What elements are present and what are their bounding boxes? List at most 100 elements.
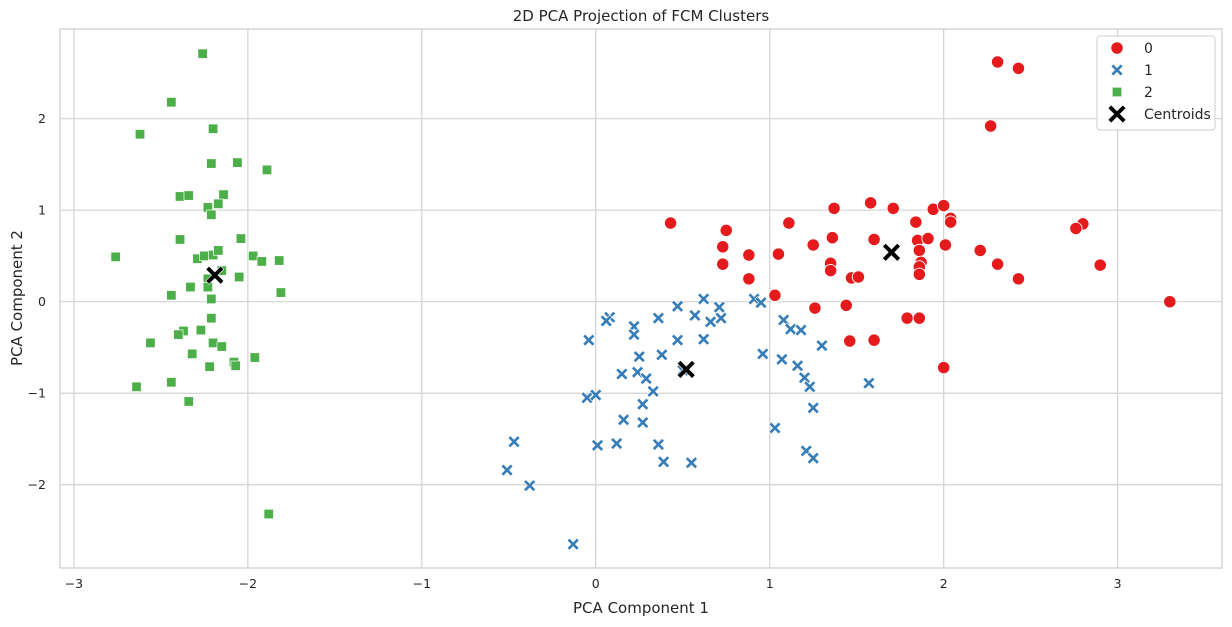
cluster-1-point xyxy=(756,347,770,361)
cluster-2-point xyxy=(247,250,259,262)
cluster-1-point xyxy=(617,413,631,427)
legend-marker xyxy=(1110,63,1124,77)
y-tick-label: −2 xyxy=(28,477,46,492)
cluster-2-point xyxy=(213,198,224,209)
cluster-1-point xyxy=(651,438,665,451)
cluster-2-point xyxy=(145,337,156,348)
cluster-1-point xyxy=(507,435,521,449)
cluster-0-point xyxy=(990,257,1005,271)
cluster-2-point xyxy=(110,251,121,262)
cluster-0-point xyxy=(973,243,987,258)
cluster-0-point xyxy=(886,201,900,216)
cluster-1-point xyxy=(580,391,594,405)
cluster-0-point xyxy=(716,240,730,254)
legend-label: 0 xyxy=(1144,41,1153,57)
cluster-2-point xyxy=(263,508,274,520)
cluster-1-point xyxy=(523,479,537,493)
cluster-0-point xyxy=(943,215,958,229)
cluster-2-point xyxy=(183,396,194,407)
cluster-0-point xyxy=(806,238,820,252)
cluster-1-point xyxy=(791,359,804,373)
cluster-2-point xyxy=(206,158,217,169)
cluster-0-point xyxy=(983,119,998,133)
cluster-1-point xyxy=(615,367,629,381)
data-points xyxy=(110,48,1177,551)
cluster-2-point xyxy=(166,290,177,301)
cluster-1-point xyxy=(768,421,782,435)
legend-marker xyxy=(1107,104,1127,124)
legend-marker xyxy=(1110,41,1124,55)
cluster-1-point xyxy=(815,339,829,353)
cluster-0-point xyxy=(912,267,926,281)
cluster-1-point xyxy=(714,311,728,325)
tick-labels: −3 −2 −1 0 1 2 3 −2 −1 0 1 2 xyxy=(28,111,1122,591)
cluster-1-point xyxy=(803,380,817,394)
cluster-0-point xyxy=(742,248,756,262)
cluster-2-point xyxy=(256,256,267,267)
cluster-2-point xyxy=(206,209,217,220)
cluster-1-point xyxy=(582,333,596,347)
cluster-0-point xyxy=(827,201,841,216)
cluster-0-point xyxy=(719,223,733,237)
cluster-0-point xyxy=(900,311,914,325)
cluster-2-point xyxy=(261,164,273,176)
cluster-1-point xyxy=(589,388,603,402)
cluster-0-point xyxy=(990,55,1005,69)
centroid-marker xyxy=(882,242,901,262)
cluster-1-point xyxy=(599,314,613,328)
cluster-1-point xyxy=(697,332,711,346)
cluster-1-point xyxy=(794,323,808,337)
cluster-2-point xyxy=(207,337,219,348)
cluster-2-point xyxy=(173,329,184,340)
cluster-0-point xyxy=(867,232,881,247)
x-tick-label: 1 xyxy=(766,576,774,591)
cluster-0-point xyxy=(938,238,953,252)
legend-label: Centroids xyxy=(1144,107,1211,123)
cluster-1-point xyxy=(657,455,671,469)
cluster-0-point xyxy=(863,196,878,210)
cluster-2-point xyxy=(183,190,194,201)
cluster-2-point xyxy=(185,281,196,293)
cluster-0-point xyxy=(1163,295,1177,309)
cluster-2-point xyxy=(199,250,210,262)
cluster-0-point xyxy=(823,263,838,278)
cluster-0-point xyxy=(716,257,730,271)
cluster-2-point xyxy=(197,48,208,59)
cluster-0-point xyxy=(843,334,857,348)
cluster-0-point xyxy=(921,231,935,246)
cluster-1-point xyxy=(636,397,650,411)
cluster-2-point xyxy=(207,123,219,134)
cluster-1-point xyxy=(685,456,698,470)
cluster-1-point xyxy=(500,463,514,477)
cluster-2-point xyxy=(275,287,287,298)
cluster-1-point xyxy=(671,299,684,313)
cluster-1-point xyxy=(627,328,641,342)
y-tick-label: 2 xyxy=(38,111,46,126)
cluster-0-point xyxy=(1011,272,1026,286)
cluster-0-point xyxy=(867,333,881,347)
cluster-0-point xyxy=(771,247,786,261)
cluster-0-point xyxy=(742,272,756,286)
cluster-2-point xyxy=(202,281,213,293)
y-tick-label: 0 xyxy=(38,294,46,309)
cluster-1-point xyxy=(798,371,811,385)
centroid-marker xyxy=(676,359,696,379)
cluster-2-point xyxy=(204,361,215,372)
cluster-0-point xyxy=(782,216,796,230)
cluster-0-point xyxy=(839,298,853,313)
cluster-2-point xyxy=(131,381,142,392)
cluster-1-point xyxy=(775,352,789,366)
cluster-1-point xyxy=(754,296,768,310)
cluster-1-point xyxy=(646,384,660,398)
cluster-1-point xyxy=(632,350,646,364)
cluster-0-point xyxy=(937,360,951,375)
x-tick-label: 2 xyxy=(940,576,948,591)
cluster-0-point xyxy=(808,301,822,315)
cluster-2-point xyxy=(187,348,198,359)
cluster-1-point xyxy=(639,372,653,385)
cluster-0-point xyxy=(912,243,926,258)
cluster-1-point xyxy=(610,437,624,450)
cluster-2-point xyxy=(206,313,217,324)
cluster-0-point xyxy=(1069,221,1083,236)
x-tick-label: −2 xyxy=(239,576,257,591)
